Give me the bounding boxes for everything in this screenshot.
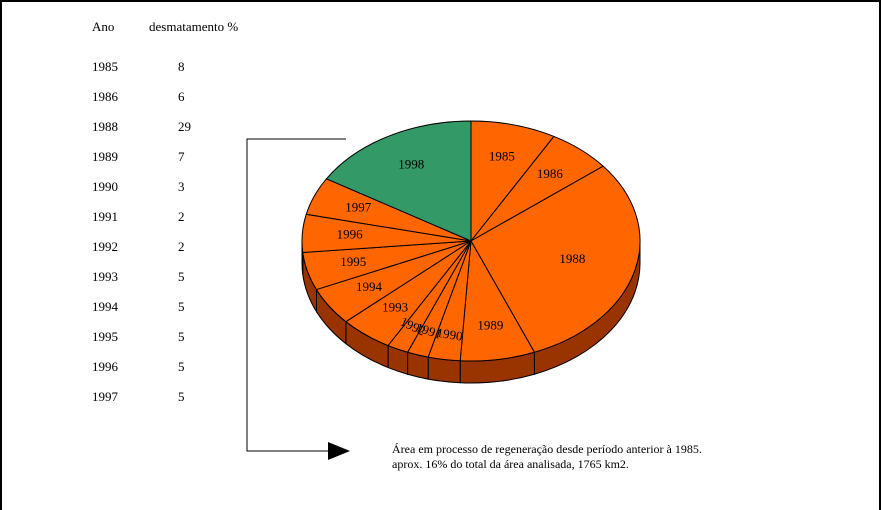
pie-slice-1988 [470, 165, 641, 353]
table-cell-year: 1988 [92, 119, 118, 134]
table-row: 1985 8 [2, 59, 242, 79]
table-row: 1995 5 [2, 329, 242, 349]
table-cell-value: 3 [178, 179, 185, 194]
pie-slice-1985 [470, 120, 555, 243]
pie-label-1996: 1996 [337, 226, 364, 241]
table-cell-value: 2 [178, 209, 185, 224]
annotation-line-1: Área em processo de regeneração desde pe… [392, 442, 702, 456]
table-cell-year: 1991 [92, 209, 118, 224]
table-cell-year: 1990 [92, 179, 118, 194]
pie-slices [301, 120, 641, 362]
table-cell-value: 6 [178, 89, 185, 104]
table-row: 1990 3 [2, 179, 242, 199]
pie-label-1990: 1990 [436, 325, 464, 344]
table-cell-year: 1992 [92, 239, 118, 254]
pie-label-1993: 1993 [382, 300, 408, 315]
pie-label-1994: 1994 [356, 279, 383, 294]
table-cell-value: 29 [178, 119, 191, 134]
annotation: Área em processo de regeneração desde pe… [392, 442, 702, 472]
table-row: 1988 29 [2, 119, 242, 139]
table-cell-value: 5 [178, 359, 185, 374]
table-row: 1994 5 [2, 299, 242, 319]
pie-label-1995: 1995 [340, 254, 366, 269]
pie-labels: 1985198619881989199019911992199319941995… [337, 148, 586, 343]
pie-label-1988: 1988 [559, 251, 585, 266]
bracket-arrow [246, 138, 350, 460]
table-cell-value: 5 [178, 389, 185, 404]
pie-label-1989: 1989 [477, 317, 503, 332]
table-cell-value: 5 [178, 269, 185, 284]
table-cell-value: 8 [178, 59, 185, 74]
table-header-year: Ano [92, 19, 115, 34]
pie-label-1997: 1997 [345, 200, 372, 215]
table-header-deforestation: desmatamento % [149, 19, 239, 34]
table-row: 1997 5 [2, 389, 242, 409]
table-cell-year: 1989 [92, 149, 118, 164]
table-cell-value: 7 [178, 149, 185, 164]
pie-sides [301, 240, 641, 384]
table-row: 1993 5 [2, 269, 242, 289]
table-cell-value: 5 [178, 329, 185, 344]
table-cell-year: 1997 [92, 389, 118, 404]
table-cell-year: 1986 [92, 89, 118, 104]
table-row: 1992 2 [2, 239, 242, 259]
pie-label-1998: 1998 [398, 157, 424, 172]
table-row: 1986 6 [2, 89, 242, 109]
annotation-line-2: aprox. 16% do total da área analisada, 1… [392, 457, 629, 471]
bracket-line [246, 138, 346, 452]
table-cell-year: 1995 [92, 329, 118, 344]
table-cell-value: 5 [178, 299, 185, 314]
table-cell-year: 1993 [92, 269, 118, 284]
pie-label-1986: 1986 [537, 166, 564, 181]
table-cell-year: 1996 [92, 359, 118, 374]
table-cell-value: 2 [178, 239, 185, 254]
table-cell-year: 1994 [92, 299, 118, 314]
table-row: 1991 2 [2, 209, 242, 229]
arrow-head-icon [328, 442, 350, 460]
pie-slice-1998 [325, 120, 472, 242]
table-row: 1996 5 [2, 359, 242, 379]
pie-label-1985: 1985 [489, 148, 515, 163]
table-cell-year: 1985 [92, 59, 118, 74]
table-row: 1989 7 [2, 149, 242, 169]
